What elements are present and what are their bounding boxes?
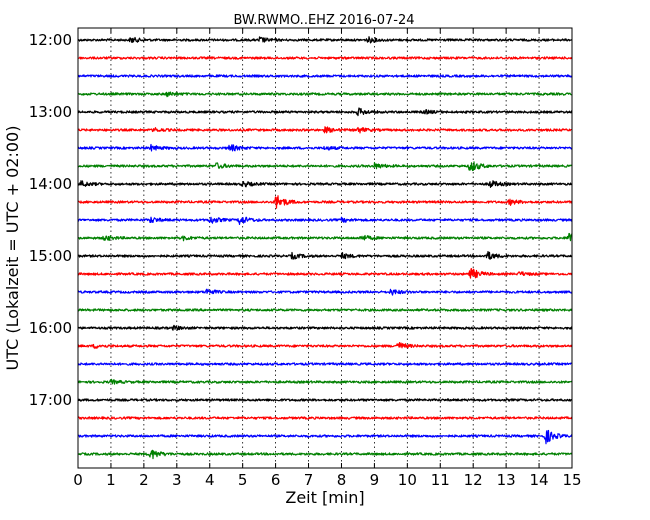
seismogram-trace [77, 449, 573, 460]
x-tick-label: 1 [106, 471, 116, 489]
y-tick-label: 16:00 [29, 319, 72, 337]
seismogram-trace [77, 143, 573, 152]
seismogram-trace [77, 232, 573, 242]
seismogram-trace [77, 180, 573, 188]
x-tick-label: 15 [562, 471, 581, 489]
seismogram-trace [77, 268, 573, 279]
ticks: 0 1 2 3 4 5 6 7 8 9 10 11 12 13 14 1512:0013:0014:0015:… [29, 28, 582, 489]
seismogram-trace [77, 195, 573, 209]
seismogram-trace [77, 324, 573, 331]
x-tick-label: 9 [370, 471, 380, 489]
y-tick-label: 12:00 [29, 31, 72, 49]
seismogram-trace [77, 429, 573, 445]
x-tick-label: 5 [238, 471, 248, 489]
seismogram-trace [77, 126, 573, 134]
x-tick-label: 2 [139, 471, 149, 489]
x-tick-label: 8 [337, 471, 347, 489]
seismogram-trace [77, 288, 573, 296]
y-tick-label: 14:00 [29, 175, 72, 193]
seismogram-trace [77, 416, 573, 420]
y-axis-label: UTC (Lokalzeit = UTC + 02:00) [3, 126, 22, 371]
seismogram-trace [77, 398, 573, 402]
seismogram-trace [77, 308, 573, 312]
seismogram-trace [77, 250, 573, 260]
seismogram-trace [77, 378, 573, 385]
x-tick-label: 12 [464, 471, 483, 489]
x-tick-label: 13 [497, 471, 516, 489]
y-tick-label: 13:00 [29, 103, 72, 121]
y-tick-label: 15:00 [29, 247, 72, 265]
seismogram-trace [77, 36, 573, 44]
x-axis-label: Zeit [min] [285, 488, 364, 507]
x-tick-label: 11 [431, 471, 450, 489]
seismogram-trace [77, 56, 573, 60]
traces [77, 36, 573, 460]
x-tick-label: 7 [304, 471, 314, 489]
seismogram-trace [77, 91, 573, 98]
seismogram-trace [77, 216, 573, 226]
seismogram-trace [77, 342, 573, 350]
seismogram-trace [77, 362, 573, 366]
plot-frame [77, 27, 573, 469]
x-tick-label: 10 [398, 471, 417, 489]
seismogram-trace [77, 107, 573, 117]
x-tick-label: 14 [530, 471, 549, 489]
x-tick-label: 6 [271, 471, 281, 489]
y-tick-label: 17:00 [29, 391, 72, 409]
chart-title: BW.RWMO..EHZ 2016-07-24 [233, 13, 414, 28]
seismogram-trace [77, 74, 573, 78]
x-tick-label: 3 [172, 471, 182, 489]
x-tick-label: 0 [73, 471, 83, 489]
x-tick-label: 4 [205, 471, 215, 489]
seismogram-trace [77, 161, 573, 172]
